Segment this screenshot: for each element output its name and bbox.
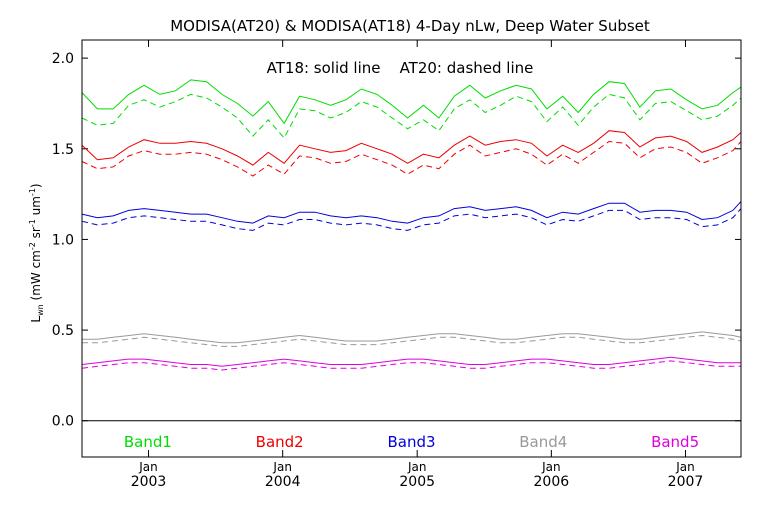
x-tick-year: 2005 (399, 474, 435, 490)
legend-item-band2: Band2 (256, 433, 304, 451)
series-line-band4-solid (82, 331, 742, 344)
line-style-annotation: AT18: solid line AT20: dashed line (267, 59, 534, 77)
series-line-band5-solid (81, 356, 741, 367)
x-tick-month: Jan (407, 460, 427, 474)
x-tick-month: Jan (138, 460, 158, 474)
x-tick-year: 2007 (668, 474, 704, 490)
y-tick-label: 0.5 (52, 323, 74, 339)
series-line-band5-dashed (81, 360, 741, 371)
x-tick-year: 2003 (131, 474, 167, 490)
y-axis-label: Lwn (mW cm-2 sr-1 um-1) (28, 183, 45, 322)
y-tick-label: 1.0 (52, 232, 74, 248)
legend-item-band5: Band5 (651, 433, 699, 451)
x-tick-month: Jan (272, 460, 292, 474)
y-tick-label: 1.5 (52, 142, 74, 158)
x-tick-year: 2006 (534, 474, 570, 490)
legend-item-band3: Band3 (387, 433, 435, 451)
series-line-band2-solid (81, 130, 742, 166)
y-tick-label: 2.0 (52, 51, 74, 67)
legend-item-band4: Band4 (519, 433, 567, 451)
x-tick-month: Jan (541, 460, 561, 474)
series-line-band1-dashed (81, 93, 742, 139)
legend-item-band1: Band1 (124, 433, 172, 451)
series-line-band2-dashed (81, 140, 742, 177)
series-line-band3-dashed (81, 208, 742, 231)
plot-frame (81, 39, 742, 458)
y-tick-label: 0.0 (52, 414, 74, 430)
series-line-band3-solid (81, 201, 742, 224)
x-tick-year: 2004 (265, 474, 301, 490)
series-line-band1-solid (81, 79, 742, 125)
series-line-band4-dashed (82, 334, 742, 347)
x-tick-month: Jan (675, 460, 695, 474)
chart-title: MODISA(AT20) & MODISA(AT18) 4-Day nLw, D… (170, 17, 650, 35)
